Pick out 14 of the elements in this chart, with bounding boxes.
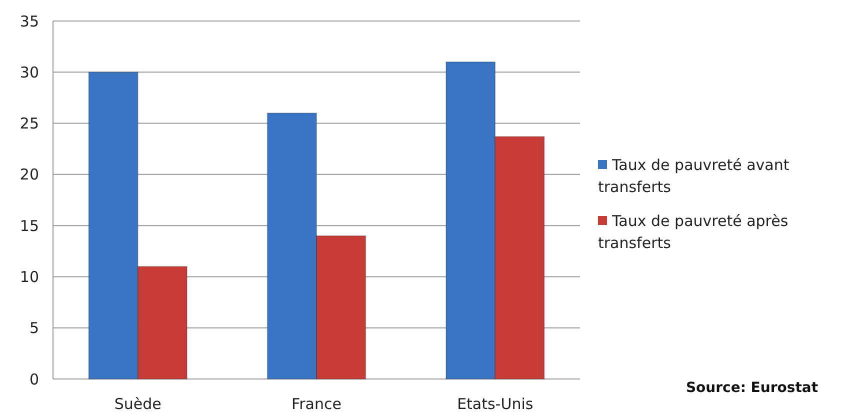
y-tick-label: 20 <box>20 166 39 184</box>
x-tick-label: France <box>292 395 342 413</box>
y-tick-label: 30 <box>20 63 39 82</box>
y-tick-label: 5 <box>29 319 39 338</box>
x-tick-label: Suède <box>114 395 162 413</box>
y-tick-label: 0 <box>29 370 39 388</box>
legend-label: Taux de pauvreté après transferts <box>598 212 788 252</box>
x-tick-label: Etats-Unis <box>457 395 534 413</box>
y-tick-label: 15 <box>20 216 39 235</box>
source-note: Source: Eurostat <box>686 380 818 396</box>
y-tick-label: 35 <box>20 12 39 30</box>
y-tick-label: 25 <box>20 114 39 133</box>
y-tick-label: 10 <box>20 268 39 286</box>
legend-label: Taux de pauvreté avant transferts <box>598 156 790 196</box>
